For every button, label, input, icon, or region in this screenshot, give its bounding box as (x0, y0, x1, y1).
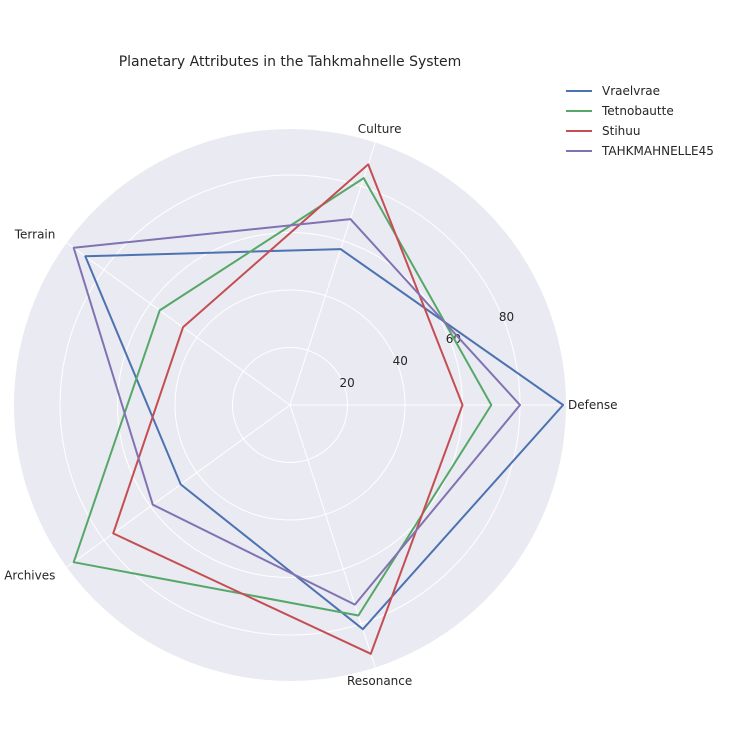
series-line-vraelvrae (84, 248, 565, 631)
axis-label-resonance: Resonance (347, 674, 412, 688)
series-line-tahkmahnelle45 (72, 218, 521, 606)
radial-tick-label: 20 (339, 376, 354, 390)
chart-title: Planetary Attributes in the Tahkmahnelle… (119, 54, 462, 70)
radial-tick-label: 80 (499, 310, 514, 324)
axis-labels: Defense Culture Terrain Archives Resonance (4, 122, 617, 688)
axis-label-culture: Culture (358, 122, 402, 136)
axis-spoke (289, 142, 376, 406)
axis-label-defense: Defense (568, 398, 617, 412)
series-layer (72, 163, 565, 655)
axis-label-archives: Archives (4, 568, 55, 582)
legend-entry: Stihuu (602, 124, 640, 138)
series-line-stihuu (112, 163, 464, 655)
axis-spoke (66, 242, 291, 406)
legend-entry: Tetnobautte (601, 104, 674, 118)
series-line-tetnobautte (72, 177, 493, 617)
axis-spokes (66, 142, 566, 668)
legend: Vraelvrae Tetnobautte Stihuu TAHKMAHNELLE45 (566, 84, 714, 158)
legend-entry: Vraelvrae (602, 84, 660, 98)
legend-entry: TAHKMAHNELLE45 (601, 144, 714, 158)
axis-spoke (66, 404, 291, 568)
axis-label-terrain: Terrain (14, 228, 56, 242)
axis-spoke (289, 404, 376, 668)
radial-tick-label: 40 (393, 354, 408, 368)
